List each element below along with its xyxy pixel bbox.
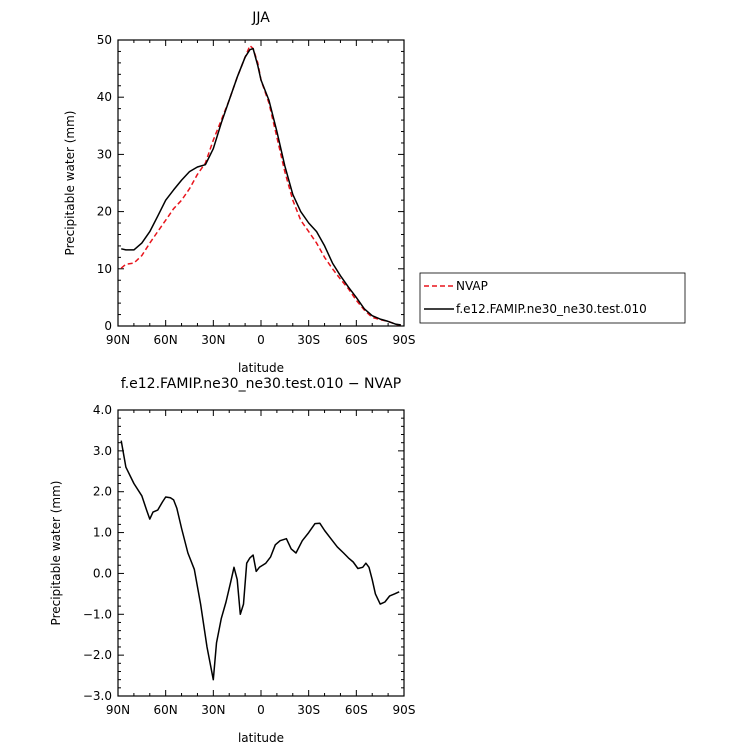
bottom-y-tick-label: 2.0 bbox=[93, 485, 112, 499]
legend-label-model: f.e12.FAMIP.ne30_ne30.test.010 bbox=[456, 302, 647, 316]
panel-climatology: JJA Precipitable water (mm) latitude 90N… bbox=[63, 10, 686, 375]
top-series-line-1 bbox=[121, 47, 401, 326]
bottom-chart-title: f.e12.FAMIP.ne30_ne30.test.010 − NVAP bbox=[121, 376, 401, 392]
top-x-tick-label: 90S bbox=[393, 333, 416, 347]
top-y-tick-label: 50 bbox=[97, 33, 112, 47]
top-y-tick-label: 30 bbox=[97, 147, 112, 161]
top-plot-frame bbox=[117, 39, 405, 327]
top-x-axis-title: latitude bbox=[238, 361, 284, 375]
bottom-tick-labels: 90N 60N 30N 0 30S 60S 90S −3.0 −2.0 −1.0 0.0 1.0 2.0… bbox=[83, 403, 416, 717]
top-x-tick-label: 0 bbox=[257, 333, 265, 347]
top-y-tick-label: 20 bbox=[97, 205, 112, 219]
bottom-y-tick-label: 4.0 bbox=[93, 403, 112, 417]
bottom-x-tick-label: 60S bbox=[345, 703, 368, 717]
top-y-tick-label: 10 bbox=[97, 262, 112, 276]
bottom-y-tick-label: 0.0 bbox=[93, 566, 112, 580]
panel-difference: f.e12.FAMIP.ne30_ne30.test.010 − NVAP Pr… bbox=[49, 376, 415, 745]
bottom-y-tick-label: −3.0 bbox=[83, 689, 112, 703]
top-y-axis-title: Precipitable water (mm) bbox=[63, 111, 77, 256]
bottom-y-tick-label: 3.0 bbox=[93, 444, 112, 458]
top-x-tick-label: 90N bbox=[106, 333, 130, 347]
top-y-tick-label: 0 bbox=[104, 319, 112, 333]
top-x-tick-label: 30S bbox=[297, 333, 320, 347]
bottom-y-tick-label: −1.0 bbox=[83, 607, 112, 621]
bottom-x-tick-label: 30N bbox=[201, 703, 225, 717]
top-x-tick-label: 60S bbox=[345, 333, 368, 347]
legend-box bbox=[419, 272, 686, 324]
top-x-tick-label: 60N bbox=[154, 333, 178, 347]
top-x-tick-label: 30N bbox=[201, 333, 225, 347]
legend: NVAP f.e12.FAMIP.ne30_ne30.test.010 bbox=[419, 272, 686, 324]
top-y-tick-label: 40 bbox=[97, 90, 112, 104]
top-data-lines bbox=[120, 44, 401, 327]
legend-label-nvap: NVAP bbox=[456, 279, 488, 293]
bottom-y-axis-title: Precipitable water (mm) bbox=[49, 481, 63, 626]
top-tick-labels: 90N 60N 30N 0 30S 60S 90S 0 10 20 30 40 50 bbox=[97, 33, 416, 347]
bottom-x-tick-label: 0 bbox=[257, 703, 265, 717]
bottom-data-lines bbox=[120, 440, 400, 681]
bottom-y-tick-label: 1.0 bbox=[93, 526, 112, 540]
bottom-series-line-0 bbox=[120, 440, 400, 681]
top-axis-ticks bbox=[117, 39, 405, 327]
bottom-x-tick-label: 60N bbox=[154, 703, 178, 717]
bottom-x-axis-title: latitude bbox=[238, 731, 284, 745]
top-series-line-0 bbox=[120, 44, 401, 327]
bottom-x-tick-label: 30S bbox=[297, 703, 320, 717]
bottom-x-tick-label: 90S bbox=[393, 703, 416, 717]
bottom-plot-frame bbox=[117, 409, 405, 697]
bottom-axis-ticks bbox=[117, 409, 405, 697]
bottom-x-tick-label: 90N bbox=[106, 703, 130, 717]
top-chart-title: JJA bbox=[251, 10, 270, 26]
bottom-y-tick-label: −2.0 bbox=[83, 648, 112, 662]
